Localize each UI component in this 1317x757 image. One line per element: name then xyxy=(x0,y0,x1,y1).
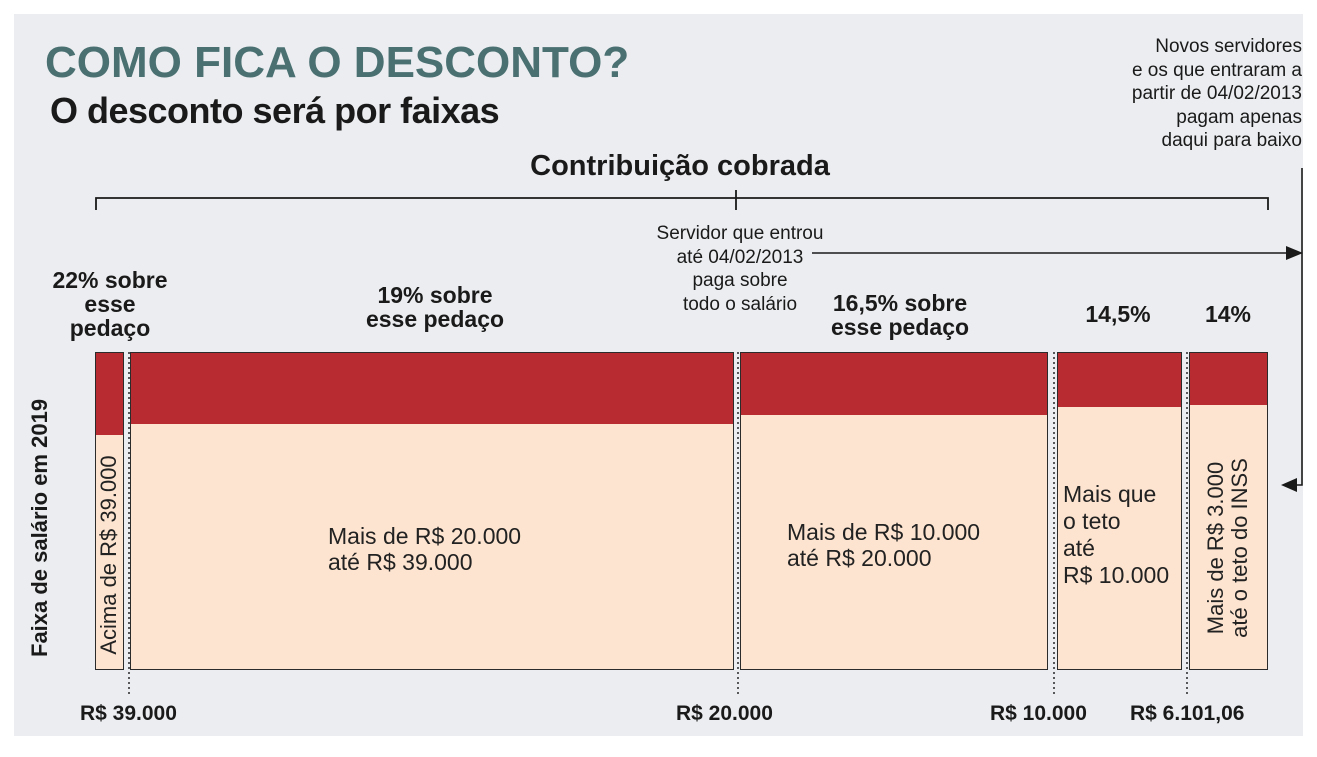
threshold-label: R$ 10.000 xyxy=(990,702,1087,725)
new-servants-note: Novos servidores e os que entraram a par… xyxy=(1131,36,1302,151)
contribution-brace xyxy=(95,190,1269,210)
band-rate-label: 22% sobre esse pedaço xyxy=(52,267,168,341)
threshold-label: R$ 39.000 xyxy=(80,702,177,725)
rate-fill xyxy=(131,353,733,424)
band-range-label: Mais de R$ 3.000 até o teto do INSS xyxy=(1203,458,1252,638)
page-subtitle: O desconto será por faixas xyxy=(50,90,500,131)
y-axis-label: Faixa de salário em 2019 xyxy=(27,398,52,657)
band-rate-label: 14% xyxy=(1204,301,1252,327)
band-range-label: Mais que o teto até R$ 10.000 xyxy=(1063,481,1170,588)
band-rate-label: 16,5% sobre esse pedaço xyxy=(830,290,970,340)
band-box: Acima de R$ 39.000 xyxy=(95,352,124,670)
band-range-label: Mais de R$ 20.000 até R$ 39.000 xyxy=(328,523,522,575)
new-servants-arrow-line xyxy=(1294,168,1303,486)
band-rate-label: 19% sobre esse pedaço xyxy=(365,282,505,332)
rate-fill xyxy=(96,353,123,435)
page-title: COMO FICA O DESCONTO? xyxy=(45,38,630,87)
band-box: Mais de R$ 3.000 até o teto do INSS xyxy=(1189,352,1268,670)
band-box: Mais de R$ 20.000 até R$ 39.000 xyxy=(130,352,734,670)
old-servants-note: Servidor que entrou até 04/02/2013 paga … xyxy=(656,223,824,315)
arrow-right-icon xyxy=(1286,246,1303,260)
rate-fill xyxy=(1190,353,1267,405)
rate-fill xyxy=(741,353,1047,415)
threshold-label: R$ 6.101,06 xyxy=(1130,702,1245,725)
band-box: Mais de R$ 10.000 até R$ 20.000 xyxy=(740,352,1048,670)
arrow-left-icon xyxy=(1281,478,1297,492)
band-rate-label: 14,5% xyxy=(1085,301,1151,327)
band-range-label: Mais de R$ 10.000 até R$ 20.000 xyxy=(787,519,981,571)
rate-fill xyxy=(1058,353,1181,407)
threshold-label: R$ 20.000 xyxy=(676,702,773,725)
band-range-label: Acima de R$ 39.000 xyxy=(96,455,121,655)
band-box: Mais que o teto até R$ 10.000 xyxy=(1057,352,1182,670)
contribution-label: Contribuição cobrada xyxy=(530,150,830,182)
